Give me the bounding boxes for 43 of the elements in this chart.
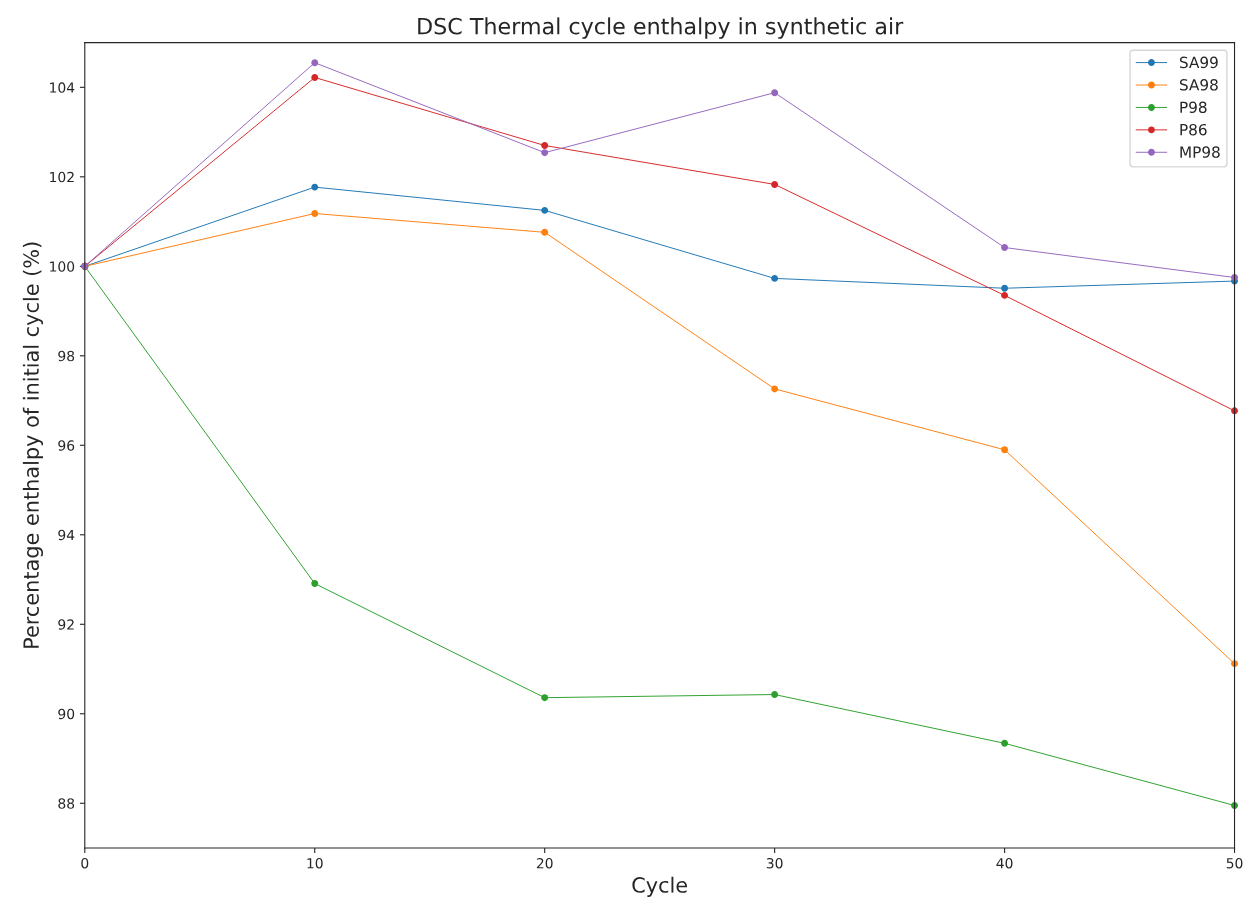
point xyxy=(771,691,779,699)
y-tick-label: 104 xyxy=(50,82,75,93)
x-tick-label: 0 xyxy=(81,857,89,869)
point xyxy=(771,180,779,188)
point xyxy=(541,228,549,236)
y-tick-label: 96 xyxy=(58,440,75,451)
y-tick-label: 100 xyxy=(50,261,75,272)
x-axis-title: Cycle xyxy=(632,876,688,897)
point xyxy=(1001,284,1009,292)
x-tick-label: 30 xyxy=(766,857,783,869)
point xyxy=(1001,739,1009,747)
y-tick-label: 98 xyxy=(58,350,75,362)
point xyxy=(1001,244,1009,251)
point xyxy=(771,274,779,282)
point xyxy=(311,580,319,588)
chart-title: DSC Thermal cycle enthalpy in synthetic air xyxy=(418,17,904,39)
y-tick-label: 88 xyxy=(58,798,75,809)
point xyxy=(311,183,319,191)
point xyxy=(541,694,549,702)
point xyxy=(771,89,779,97)
point xyxy=(541,142,549,149)
y-tick-label: 90 xyxy=(58,708,75,720)
point xyxy=(541,149,549,157)
point xyxy=(771,385,779,393)
point xyxy=(311,74,319,81)
x-tick-label: 10 xyxy=(307,857,323,869)
x-tick-label: 20 xyxy=(536,857,553,869)
y-tick-label: 94 xyxy=(58,529,75,541)
x-tick-label: 50 xyxy=(1226,857,1243,869)
legend-label: P98 xyxy=(1180,101,1207,114)
y-axis-title: Percentage enthalpy of initial cycle (%) xyxy=(22,242,44,648)
legend-label: SA99 xyxy=(1179,56,1218,69)
x-tick-label: 40 xyxy=(996,857,1013,869)
legend-label: P86 xyxy=(1180,123,1207,136)
point xyxy=(311,59,319,67)
point xyxy=(541,206,549,214)
point xyxy=(311,210,319,217)
y-tick-label: 102 xyxy=(50,171,74,183)
legend-label: MP98 xyxy=(1180,146,1220,158)
point xyxy=(1001,446,1009,454)
legend-label: SA98 xyxy=(1179,79,1218,91)
y-tick-label: 92 xyxy=(58,619,74,630)
point xyxy=(1001,291,1009,299)
